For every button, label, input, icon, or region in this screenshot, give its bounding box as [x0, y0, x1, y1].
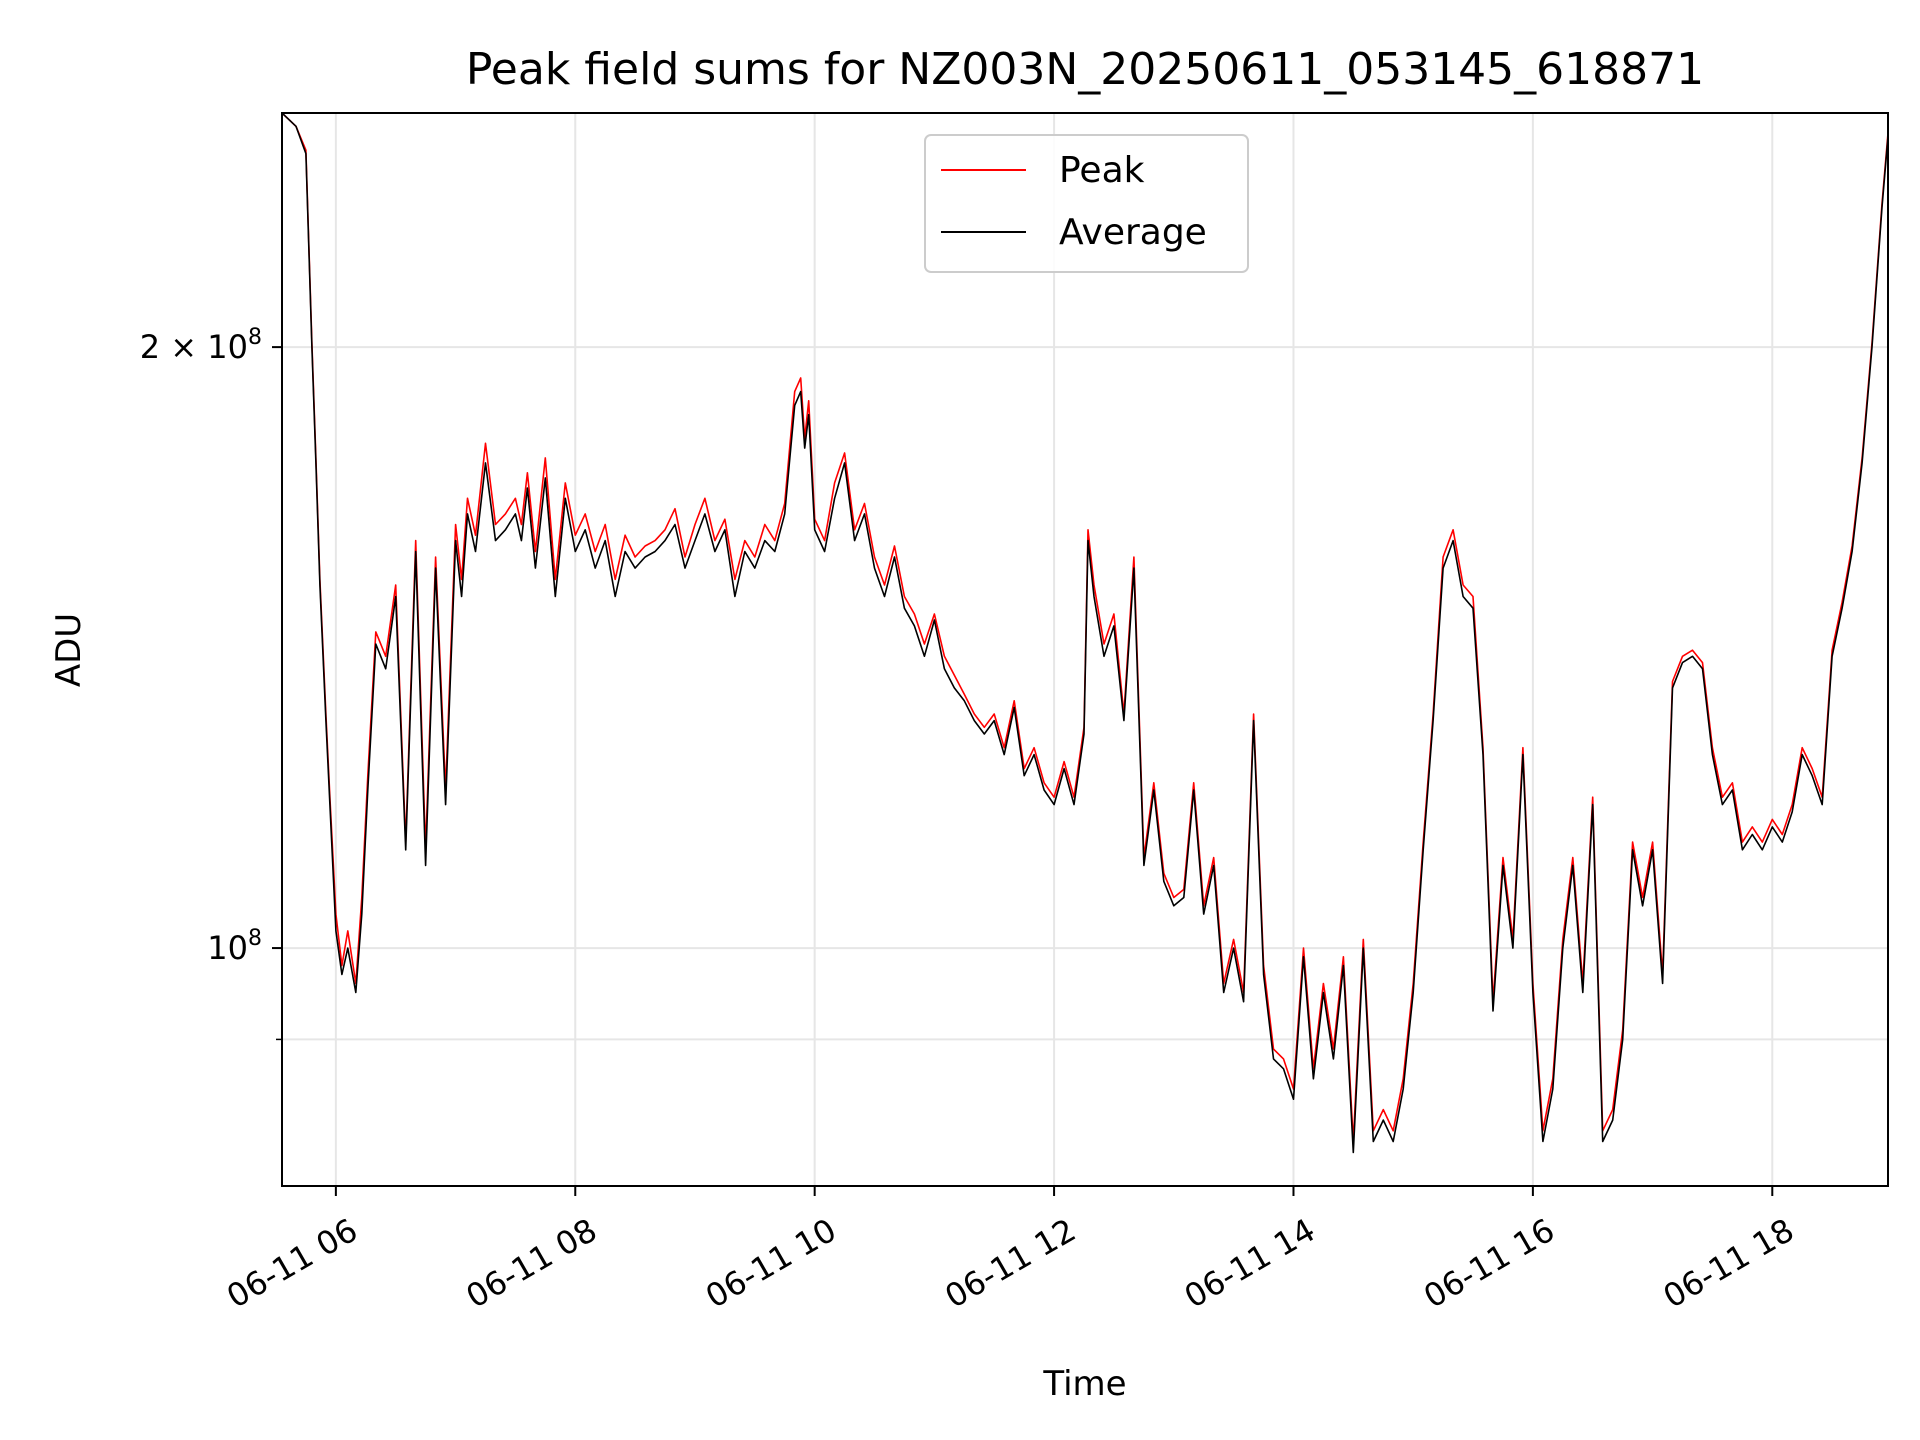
y-tick-label: 2 × 108 — [140, 325, 262, 366]
chart-title: Peak field sums for NZ003N_20250611_0531… — [466, 44, 1704, 95]
series-line-average — [282, 113, 1888, 1154]
series-lines — [282, 113, 1888, 1154]
grid-lines — [282, 113, 1888, 1186]
legend: Peak Average — [924, 134, 1249, 273]
y-axis-label: ADU — [49, 613, 89, 687]
legend-label-average: Average — [1059, 212, 1207, 253]
legend-label-peak: Peak — [1059, 150, 1145, 191]
series-line-peak — [282, 113, 1888, 1143]
plot-frame — [281, 112, 1889, 1187]
x-axis-label: Time — [1042, 1364, 1126, 1404]
